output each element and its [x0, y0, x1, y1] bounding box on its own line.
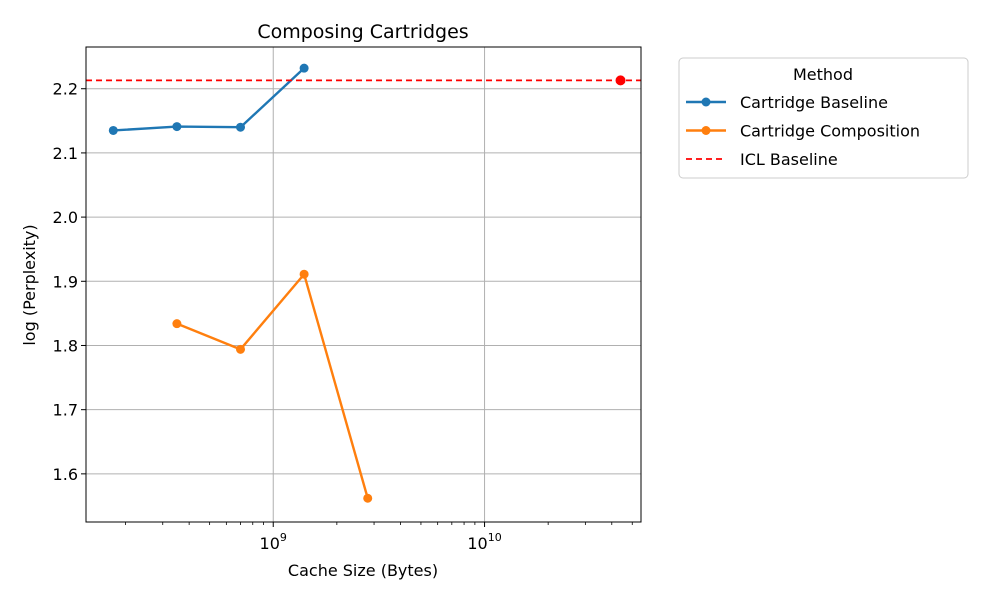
data-point	[236, 122, 246, 132]
icl-baseline-point	[615, 75, 626, 86]
x-tick-base: 10	[260, 534, 280, 553]
x-tick-exponent: 10	[488, 531, 502, 544]
legend-marker	[701, 97, 711, 107]
data-point	[108, 125, 118, 135]
y-tick-label: 1.7	[53, 401, 78, 420]
y-tick-label: 1.9	[53, 272, 78, 291]
data-point	[172, 319, 182, 329]
y-tick-label: 1.8	[53, 336, 78, 355]
legend-title: Method	[793, 65, 853, 84]
y-tick-label: 2.1	[53, 144, 78, 163]
series-line-0	[113, 67, 305, 132]
y-tick-label: 2.2	[53, 80, 78, 99]
x-axis-ticks: 109 1010	[125, 522, 633, 553]
legend: Method Cartridge Baseline Cartridge Compo…	[678, 57, 969, 179]
data-point	[363, 493, 373, 503]
series-line-1	[176, 273, 369, 499]
plot-frame	[85, 46, 642, 523]
y-tick-label: 1.6	[53, 465, 78, 484]
x-tick-label: 109	[260, 531, 287, 553]
y-axis-ticks: 1.6 1.7 1.8 1.9 2.0 2.1 2.2	[53, 80, 86, 484]
y-axis-label: log (Perplexity)	[20, 224, 39, 345]
x-tick-exponent: 9	[280, 531, 287, 544]
chart-title: Composing Cartridges	[257, 21, 468, 43]
legend-marker	[701, 126, 711, 135]
y-tick-label: 2.0	[53, 208, 78, 227]
legend-label: ICL Baseline	[740, 150, 838, 169]
x-tick-base: 10	[467, 534, 487, 553]
legend-label: Cartridge Baseline	[740, 93, 888, 112]
data-point	[172, 122, 182, 132]
x-tick-label: 1010	[467, 531, 501, 553]
x-axis-label: Cache Size (Bytes)	[288, 561, 438, 580]
data-point	[236, 344, 246, 354]
data-point	[299, 269, 309, 279]
legend-label: Cartridge Composition	[740, 122, 920, 141]
legend-box	[678, 57, 969, 179]
grid	[86, 47, 641, 522]
series-layer	[86, 63, 641, 503]
legend-entries: Cartridge Baseline Cartridge Composition I…	[686, 93, 920, 169]
data-point	[299, 63, 309, 73]
